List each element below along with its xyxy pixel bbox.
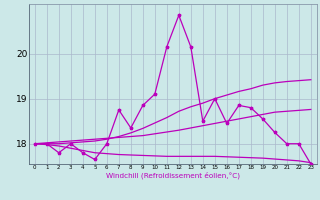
X-axis label: Windchill (Refroidissement éolien,°C): Windchill (Refroidissement éolien,°C) [106,172,240,179]
